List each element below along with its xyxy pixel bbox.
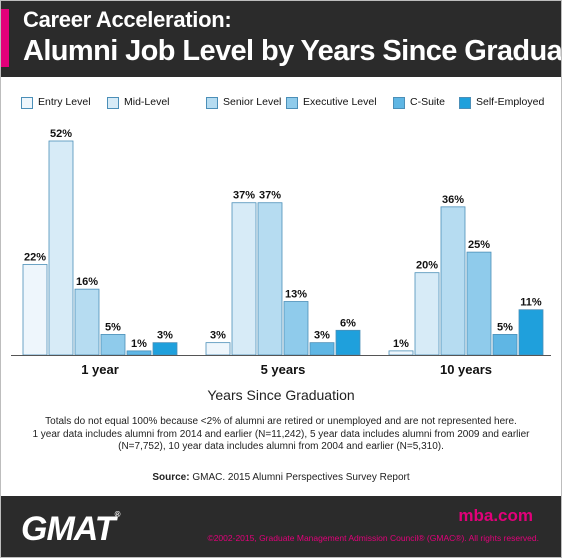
footnote-line-3: (N=7,752), 10 year data includes alumni …: [118, 441, 444, 452]
bar-1-3: [283, 301, 309, 356]
footnote-line-1: Totals do not equal 100% because <2% of …: [45, 416, 517, 427]
footnote-line-2: 1 year data includes alumni from 2014 an…: [32, 428, 530, 440]
source-text: GMAC. 2015 Alumni Perspectives Survey Re…: [192, 472, 410, 483]
legend-swatch-4: [393, 97, 405, 109]
source-label: Source:: [152, 472, 190, 483]
data-label-1-0: 3%: [210, 330, 226, 342]
bar-1-1: [231, 202, 257, 356]
legend-label-3: Executive Level: [303, 96, 377, 108]
header-accent-bar: [1, 9, 9, 67]
bar-2-2: [440, 206, 466, 356]
source-citation: Source: GMAC. 2015 Alumni Perspectives S…: [1, 472, 561, 483]
bar-0-5: [152, 342, 178, 356]
legend-swatch-0: [21, 97, 33, 109]
bar-2-1: [414, 272, 440, 356]
registered-mark: ®: [114, 510, 121, 519]
gmat-logo: GMAT®: [21, 510, 121, 549]
data-label-1-2: 37%: [259, 190, 281, 202]
legend-swatch-5: [459, 97, 471, 109]
x-axis-title: Years Since Graduation: [207, 387, 355, 403]
bar-1-0: [205, 342, 231, 356]
legend-swatch-3: [286, 97, 298, 109]
data-label-0-3: 5%: [105, 321, 121, 333]
category-label-0: 1 year: [81, 362, 119, 377]
data-label-0-5: 3%: [157, 330, 173, 342]
data-label-2-1: 20%: [416, 260, 438, 272]
copyright-notice: ©2002-2015, Graduate Management Admissio…: [207, 533, 539, 543]
data-label-1-1: 37%: [233, 190, 255, 202]
footnotes: Totals do not equal 100% because <2% of …: [15, 416, 547, 454]
data-label-0-1: 52%: [50, 128, 72, 140]
gmat-logo-text: GMAT: [21, 510, 116, 548]
category-label-2: 10 years: [440, 362, 492, 377]
bar-0-4: [126, 350, 152, 356]
bar-1-2: [257, 202, 283, 356]
bar-0-3: [100, 334, 126, 356]
header-banner: Career Acceleration: Alumni Job Level by…: [1, 1, 561, 77]
data-label-2-2: 36%: [442, 194, 464, 206]
data-label-0-2: 16%: [76, 276, 98, 288]
bar-0-0: [22, 264, 48, 356]
data-label-0-0: 22%: [24, 251, 46, 263]
legend-label-0: Entry Level: [38, 96, 91, 108]
website-link[interactable]: mba.com: [458, 506, 533, 525]
legend-label-2: Senior Level: [223, 96, 282, 108]
bar-2-5: [518, 309, 544, 356]
legend-label-5: Self-Employed: [476, 96, 545, 108]
chart-legend: Entry Level Mid-Level Senior Level Executiv…: [21, 96, 551, 111]
legend-swatch-2: [206, 97, 218, 109]
data-label-1-5: 6%: [340, 317, 356, 329]
data-label-2-3: 25%: [468, 239, 490, 251]
bar-2-3: [466, 251, 492, 356]
bar-1-5: [335, 329, 361, 356]
data-label-2-0: 1%: [393, 338, 409, 350]
data-label-1-4: 3%: [314, 330, 330, 342]
bar-1-4: [309, 342, 335, 356]
legend-label-1: Mid-Level: [124, 96, 170, 108]
data-label-2-5: 11%: [520, 297, 542, 309]
chart-title-line2: Alumni Job Level by Years Since Graduati…: [23, 35, 562, 67]
bar-chart: 22% 52% 16% 5% 1% 3% 1 year 3% 37% 37% 13% 3% 6% 5 ye…: [11, 128, 551, 377]
bar-0-2: [74, 288, 100, 356]
bar-2-0: [388, 350, 414, 356]
data-label-2-4: 5%: [497, 321, 513, 333]
chart-title-line1: Career Acceleration:: [23, 7, 232, 32]
legend-swatch-1: [107, 97, 119, 109]
legend-label-4: C-Suite: [410, 96, 446, 108]
bar-0-1: [48, 140, 74, 356]
category-label-1: 5 years: [261, 362, 306, 377]
data-label-1-3: 13%: [285, 289, 307, 301]
bar-2-4: [492, 334, 518, 356]
data-label-0-4: 1%: [131, 338, 147, 350]
footer-banner: GMAT® mba.com ©2002-2015, Graduate Manag…: [1, 496, 561, 557]
